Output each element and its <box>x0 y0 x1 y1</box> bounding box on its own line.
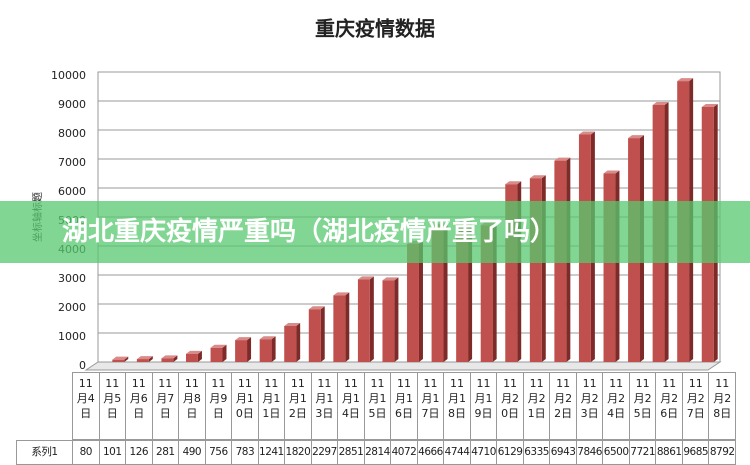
value-label: 6129 <box>496 440 524 465</box>
bar <box>161 355 178 362</box>
bar <box>259 336 276 362</box>
value-label: 2814 <box>363 440 392 465</box>
value-label: 756 <box>204 440 233 465</box>
x-tick-label: 11月13日 <box>310 372 339 440</box>
value-label: 80 <box>72 440 100 465</box>
bar <box>185 350 202 362</box>
value-label: 1820 <box>284 440 312 465</box>
x-tick-label: 11月26日 <box>655 372 683 440</box>
bar <box>382 277 399 362</box>
x-tick-label: 11月18日 <box>443 372 471 440</box>
value-label: 6943 <box>549 440 577 465</box>
bar <box>284 323 301 362</box>
y-tick-label: 8000 <box>58 127 86 140</box>
x-tick-label: 11月11日 <box>257 372 286 440</box>
x-tick-label: 11月10日 <box>231 372 259 440</box>
value-label: 4666 <box>416 440 445 465</box>
bar <box>357 276 374 362</box>
value-label: 8792 <box>708 440 736 465</box>
bar <box>210 344 227 362</box>
value-label: 8861 <box>655 440 683 465</box>
x-tick-label: 11月15日 <box>363 372 392 440</box>
x-tick-label: 11月16日 <box>390 372 418 440</box>
legend-entry: 系列1 <box>16 440 73 465</box>
value-label: 281 <box>151 440 180 465</box>
bar <box>603 170 620 362</box>
bar <box>136 356 153 362</box>
x-tick-label: 11月24日 <box>602 372 630 440</box>
bar <box>235 337 252 362</box>
x-tick-label: 11月5日 <box>98 372 127 440</box>
floor <box>84 361 722 371</box>
x-tick-label: 11月23日 <box>575 372 604 440</box>
value-label: 490 <box>178 440 206 465</box>
value-label: 6335 <box>522 440 551 465</box>
x-tick-label: 11月25日 <box>628 372 657 440</box>
x-tick-label: 11月19日 <box>469 372 498 440</box>
y-tick-label: 7000 <box>58 156 86 169</box>
y-tick-label: 3000 <box>58 272 86 285</box>
value-label: 9685 <box>681 440 710 465</box>
bar <box>333 292 350 362</box>
chart-title: 重庆疫情数据 <box>315 17 435 41</box>
value-label: 6500 <box>602 440 630 465</box>
value-label: 126 <box>125 440 153 465</box>
value-label: 7846 <box>575 440 604 465</box>
x-tick-label: 11月20日 <box>496 372 524 440</box>
banner: 湖北重庆疫情严重吗（湖北疫情严重了吗） <box>0 201 750 263</box>
y-tick-label: 1000 <box>58 330 86 343</box>
value-label: 1241 <box>257 440 286 465</box>
x-tick-label: 11月12日 <box>284 372 312 440</box>
x-tick-label: 11月9日 <box>204 372 233 440</box>
x-tick-label: 11月8日 <box>178 372 206 440</box>
value-label: 783 <box>231 440 259 465</box>
x-tick-label: 11月14日 <box>337 372 365 440</box>
value-label: 4710 <box>469 440 498 465</box>
x-tick-label: 11月22日 <box>549 372 577 440</box>
x-tick-label: 11月7日 <box>151 372 180 440</box>
x-tick-label: 11月27日 <box>681 372 710 440</box>
y-tick-label: 10000 <box>51 69 86 82</box>
y-tick-label: 2000 <box>58 301 86 314</box>
value-label: 101 <box>98 440 127 465</box>
x-tick-label: 11月6日 <box>125 372 153 440</box>
x-tick-label: 11月4日 <box>72 372 100 440</box>
bar <box>112 356 129 362</box>
value-label: 4744 <box>443 440 471 465</box>
value-label: 4072 <box>390 440 418 465</box>
bar <box>308 306 325 362</box>
x-tick-label: 11月28日 <box>708 372 736 440</box>
y-tick-label: 6000 <box>58 185 86 198</box>
value-label: 2297 <box>310 440 339 465</box>
y-tick-label: 9000 <box>58 98 86 111</box>
x-tick-label: 11月21日 <box>522 372 551 440</box>
value-label: 7721 <box>628 440 657 465</box>
x-tick-label: 11月17日 <box>416 372 445 440</box>
value-label: 2851 <box>337 440 365 465</box>
y-tick-label: 0 <box>79 359 86 372</box>
